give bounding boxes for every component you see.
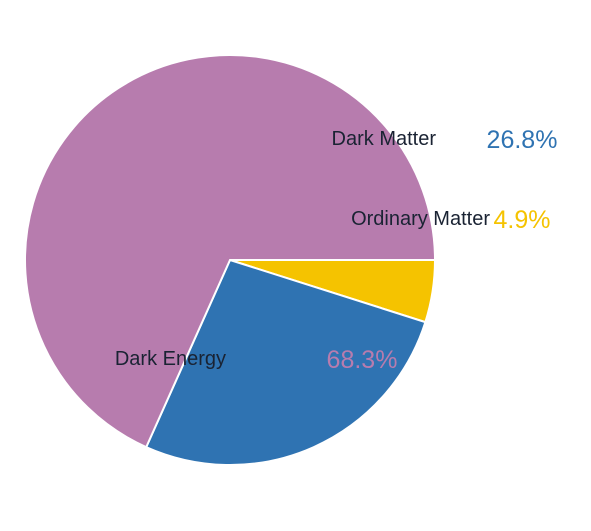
label-dark_energy: Dark Energy: [115, 348, 226, 370]
universe-composition-pie-chart: 4.9%Ordinary Matter 26.8% Dark Matter 68.3%…: [0, 0, 591, 531]
label-dark_matter: Dark Matter: [332, 128, 437, 150]
pct-dark_energy: 68.3%: [327, 346, 398, 374]
pct-dark_matter: 26.8%: [487, 126, 558, 154]
label-ordinary_matter: Ordinary Matter: [351, 208, 490, 230]
pct-ordinary_matter: 4.9%: [494, 206, 551, 234]
